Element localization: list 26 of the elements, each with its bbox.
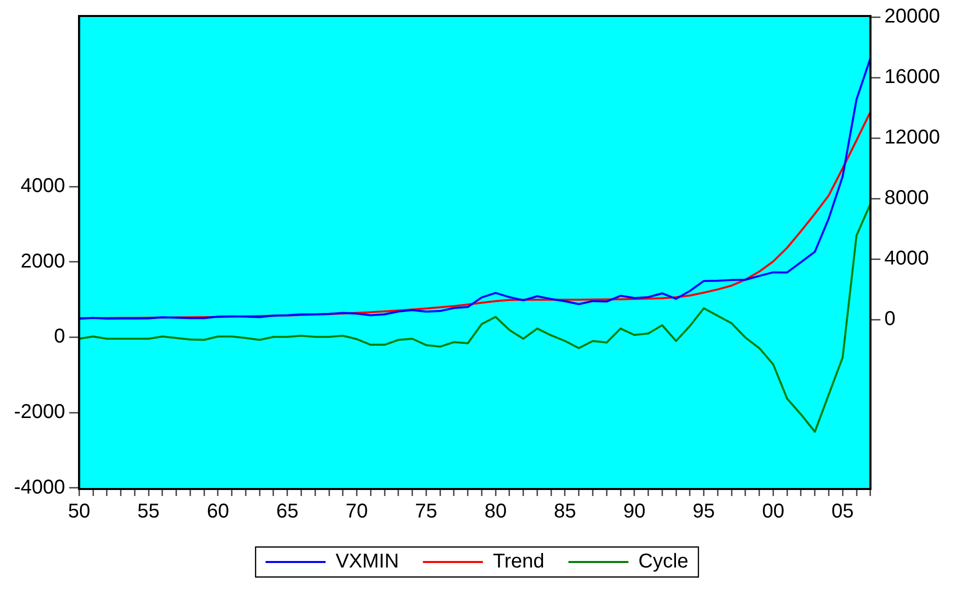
legend-label: VXMIN	[336, 550, 399, 573]
y-tick-label: 4000	[20, 175, 66, 198]
y2-tick-label: 12000	[884, 126, 940, 149]
x-tick-label: 50	[68, 500, 90, 523]
y2-tick-label: 4000	[884, 248, 929, 270]
y2-tick-label: 0	[884, 308, 896, 330]
x-tick-label: 05	[831, 500, 854, 523]
x-tick-label: 55	[137, 500, 160, 523]
y-tick-label: -2000	[14, 401, 66, 424]
x-tick-label: 80	[484, 500, 507, 523]
x-tick-label: 95	[692, 500, 715, 523]
y2-tick-label: 8000	[884, 187, 929, 210]
x-tick-label: 70	[346, 500, 368, 523]
y2-tick-label: 20000	[884, 6, 940, 28]
y-tick-label: -4000	[14, 476, 66, 498]
x-tick-label: 60	[206, 500, 230, 523]
x-tick-label: 00	[762, 500, 784, 523]
y-tick-label: 2000	[20, 250, 66, 272]
x-tick-label: 85	[554, 500, 576, 523]
legend-label: Trend	[492, 550, 544, 573]
legend-label: Cycle	[638, 550, 688, 573]
x-tick-label: 90	[623, 500, 646, 523]
x-tick-label: 75	[415, 500, 438, 523]
y-tick-label: 0	[54, 326, 66, 348]
y2-tick-label: 16000	[884, 66, 940, 88]
x-tick-label: 65	[276, 500, 298, 523]
